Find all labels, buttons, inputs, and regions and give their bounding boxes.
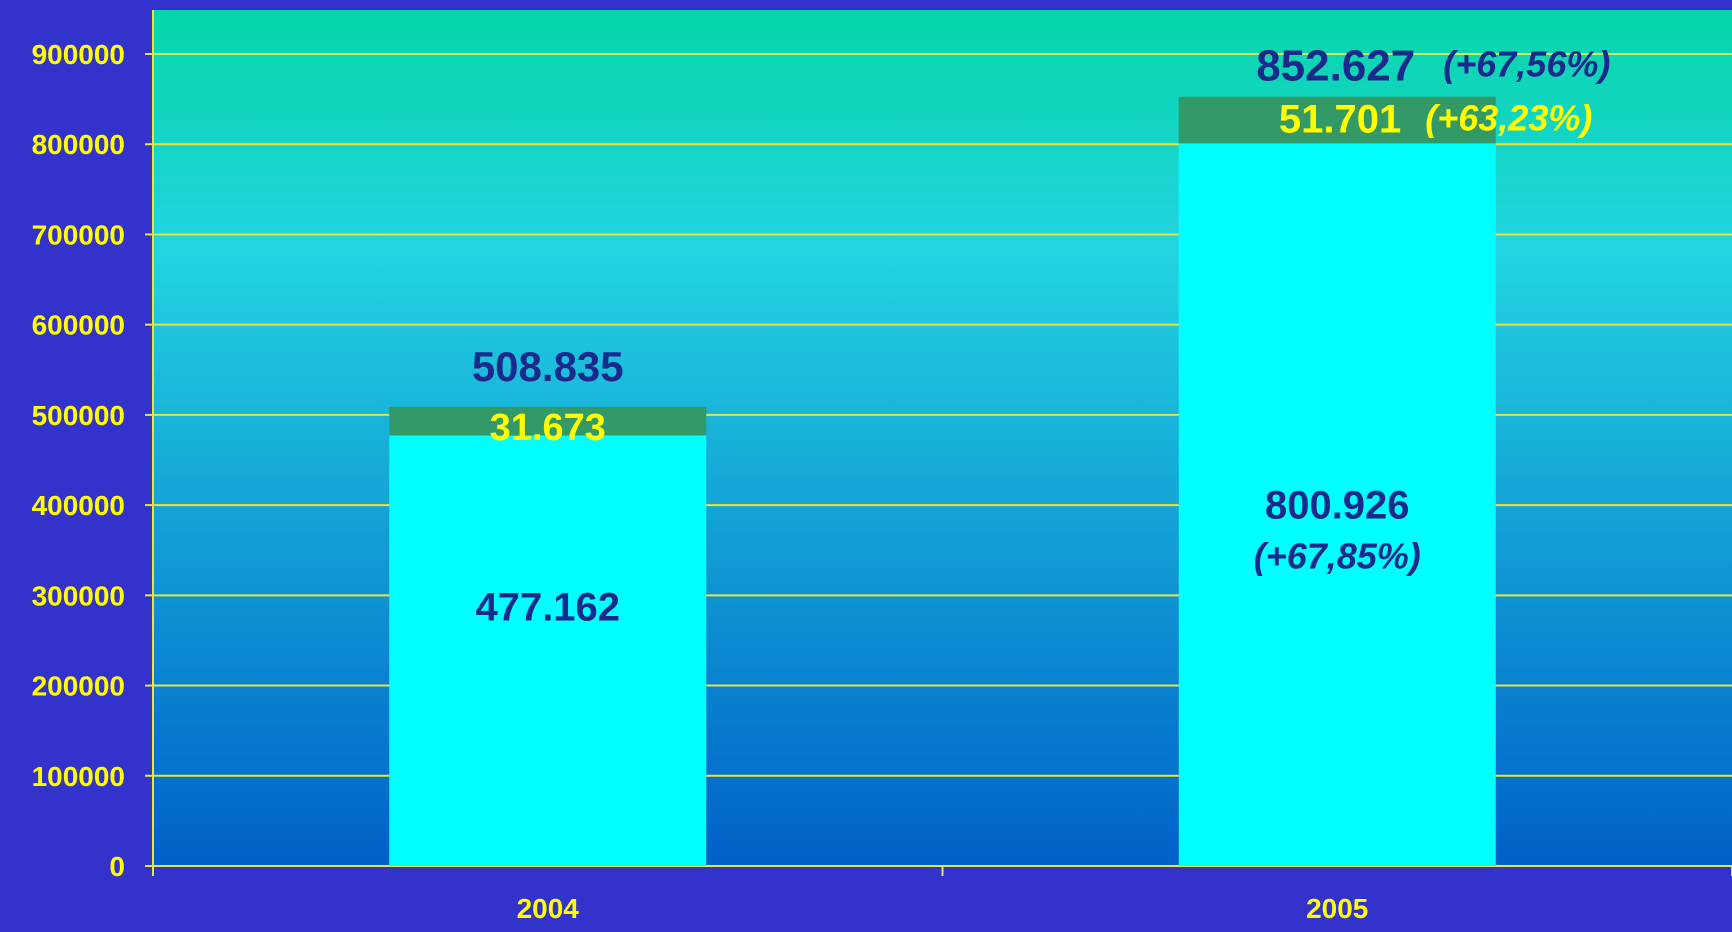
top-segment-change-label-2005: (+63,23%) [1425,98,1592,139]
y-tick-label: 600000 [32,310,125,341]
x-category-label: 2004 [517,893,580,924]
y-tick-label: 0 [109,851,125,882]
bars [389,96,1496,866]
total-label-2004: 508.835 [472,343,624,390]
bar-2005-segment-2 [1178,96,1496,144]
top-segment-label-2005: 51.701 [1279,98,1401,142]
top-segment-label-2004: 31.673 [490,407,606,449]
total-change-label-2005: (+67,56%) [1443,44,1610,85]
axes: 0 100000 200000 300000 400000 500000 600000 700… [32,10,1732,924]
y-tick-label: 300000 [32,580,125,611]
y-tick-label: 500000 [32,400,125,431]
total-label-2005: 852.627 [1256,42,1415,91]
y-tick-label: 800000 [32,129,125,160]
y-tick-label: 400000 [32,490,125,521]
base-segment-change-label-2005: (+67,85%) [1254,536,1421,577]
bar-2005-segment-1 [1178,143,1496,866]
y-tick-label: 900000 [32,39,125,70]
bar-2004-segment-2 [389,406,707,436]
base-segment-label-2004: 477.162 [475,586,620,630]
base-segment-label-2005: 800.926 [1265,484,1410,528]
data-labels: 508.835 31.673 477.162 852.627 (+67,56%)… [472,42,1611,630]
y-tick-label: 700000 [32,219,125,250]
bar-2004-segment-1 [389,435,707,866]
y-tick-label: 200000 [32,671,125,702]
x-category-label: 2005 [1306,893,1368,924]
y-tick-label: 100000 [32,761,125,792]
